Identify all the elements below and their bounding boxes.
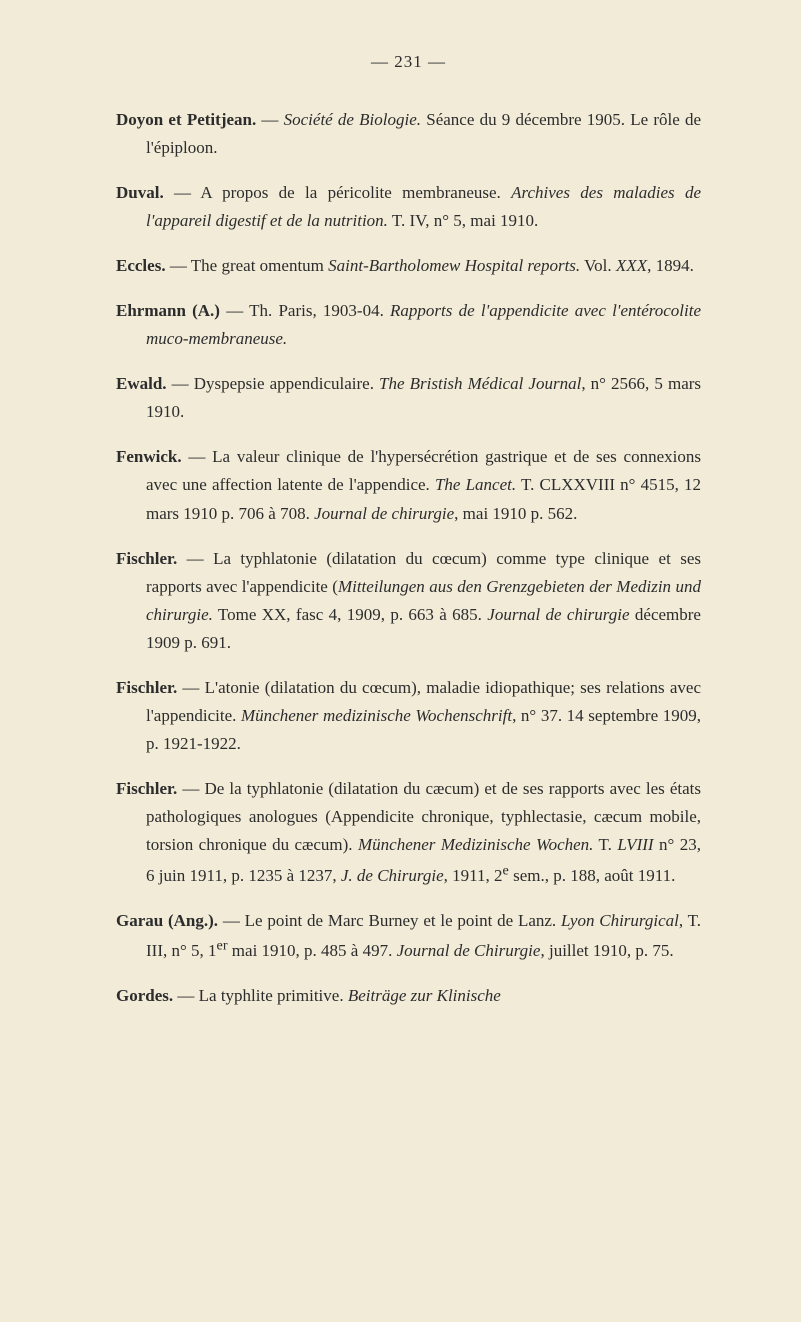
entry-author: Duval. (116, 183, 164, 202)
entry-body: — Th. Paris, 1903-04. Rapports de l'appe… (146, 301, 701, 348)
entry-body: — La valeur clinique de l'hypersécrétion… (146, 447, 701, 522)
entry-author: Doyon et Petitjean. (116, 110, 256, 129)
entry-author: Garau (Ang.). (116, 911, 218, 930)
bibliography-entry: Fischler. — La typhlatonie (dilatation d… (116, 545, 701, 657)
entry-body: — A propos de la péricolite membraneuse.… (146, 183, 701, 230)
bibliography-entry: Duval. — A propos de la péricolite membr… (116, 179, 701, 235)
bibliography-entry: Ewald. — Dyspepsie appendiculaire. The B… (116, 370, 701, 426)
bibliography-entries: Doyon et Petitjean. — Société de Biologi… (116, 106, 701, 1011)
bibliography-entry: Doyon et Petitjean. — Société de Biologi… (116, 106, 701, 162)
bibliography-entry: Fischler. — L'atonie (dilatation du cœcu… (116, 674, 701, 758)
bibliography-entry: Fischler. — De la typhlatonie (dilatatio… (116, 775, 701, 890)
entry-author: Fischler. (116, 549, 177, 568)
entry-author: Gordes. (116, 986, 173, 1005)
bibliography-entry: Eccles. — The great omentum Saint-Bartho… (116, 252, 701, 280)
entry-author: Ewald. (116, 374, 167, 393)
page-number: — 231 — (116, 52, 701, 72)
bibliography-entry: Gordes. — La typhlite primitive. Beiträg… (116, 982, 701, 1010)
entry-body: — Dyspepsie appendiculaire. The Bristish… (146, 374, 701, 421)
bibliography-entry: Ehrmann (A.) — Th. Paris, 1903-04. Rappo… (116, 297, 701, 353)
entry-author: Fischler. (116, 779, 177, 798)
bibliography-entry: Fenwick. — La valeur clinique de l'hyper… (116, 443, 701, 527)
bibliography-entry: Garau (Ang.). — Le point de Marc Burney … (116, 907, 701, 966)
entry-author: Fenwick. (116, 447, 182, 466)
entry-body: — The great omentum Saint-Bartholomew Ho… (166, 256, 694, 275)
page: — 231 — Doyon et Petitjean. — Société de… (0, 0, 801, 1075)
entry-author: Ehrmann (A.) (116, 301, 220, 320)
entry-body: — L'atonie (dilatation du cœcum), maladi… (146, 678, 701, 753)
entry-author: Eccles. (116, 256, 166, 275)
entry-body: — De la typhlatonie (dilatation du cæcum… (146, 779, 701, 885)
entry-body: — Le point de Marc Burney et le point de… (146, 911, 701, 961)
entry-body: — La typhlite primitive. Beiträge zur Kl… (173, 986, 501, 1005)
entry-body: — La typhlatonie (dilatation du cœcum) c… (146, 549, 701, 652)
entry-author: Fischler. (116, 678, 177, 697)
